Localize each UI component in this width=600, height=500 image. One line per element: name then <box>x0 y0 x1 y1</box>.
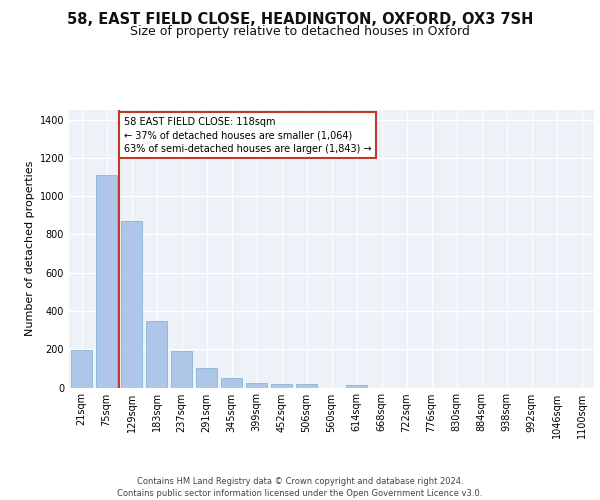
Bar <box>271 384 292 388</box>
Y-axis label: Number of detached properties: Number of detached properties <box>25 161 35 336</box>
Bar <box>96 175 117 388</box>
Text: 58 EAST FIELD CLOSE: 118sqm
← 37% of detached houses are smaller (1,064)
63% of : 58 EAST FIELD CLOSE: 118sqm ← 37% of det… <box>124 116 371 154</box>
Bar <box>346 384 367 388</box>
Bar <box>296 384 317 388</box>
Bar <box>171 351 192 388</box>
Text: Size of property relative to detached houses in Oxford: Size of property relative to detached ho… <box>130 25 470 38</box>
Bar <box>221 378 242 388</box>
Bar <box>121 221 142 388</box>
Text: Contains HM Land Registry data © Crown copyright and database right 2024.
Contai: Contains HM Land Registry data © Crown c… <box>118 476 482 498</box>
Text: 58, EAST FIELD CLOSE, HEADINGTON, OXFORD, OX3 7SH: 58, EAST FIELD CLOSE, HEADINGTON, OXFORD… <box>67 12 533 28</box>
Bar <box>71 350 92 388</box>
Bar <box>146 320 167 388</box>
Bar <box>246 382 267 388</box>
Bar <box>196 368 217 388</box>
